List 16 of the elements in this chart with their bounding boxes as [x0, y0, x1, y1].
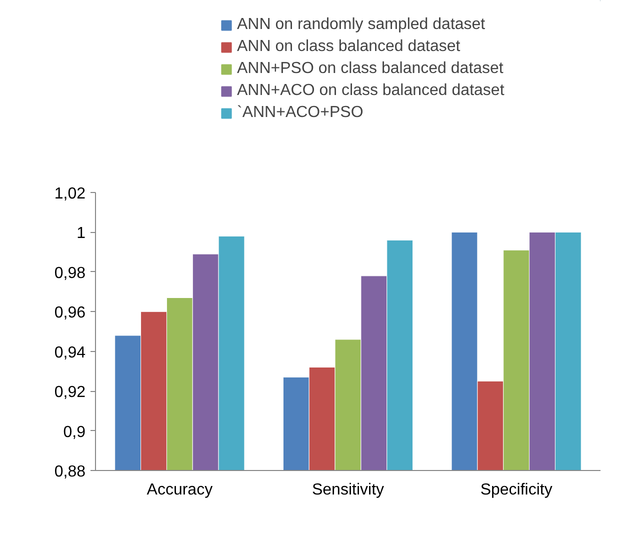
y-tick-label: 0,98: [54, 264, 86, 282]
legend-label: ANN on class balanced dataset: [237, 38, 460, 56]
x-tick-label: Accuracy: [146, 482, 213, 498]
x-tick-label: Sensitivity: [312, 482, 384, 498]
x-tick-label: Specificity: [480, 482, 552, 498]
legend-label: ANN+ACO on class balanced dataset: [237, 82, 504, 100]
y-tick-label: 0,94: [54, 344, 86, 362]
legend-label: ANN+PSO on class balanced dataset: [237, 60, 504, 78]
y-tick-label: 0,96: [54, 304, 86, 322]
y-tick-label: 0,9: [63, 424, 86, 441]
y-tick-label: 1,02: [54, 186, 86, 202]
y-tick-label: 1: [76, 225, 86, 242]
y-tick-label: 0,88: [54, 464, 86, 480]
legend-label: `ANN+ACO+PSO: [237, 104, 364, 122]
y-tick-label: 0,92: [54, 384, 86, 402]
legend-label: ANN on randomly sampled dataset: [237, 16, 486, 34]
